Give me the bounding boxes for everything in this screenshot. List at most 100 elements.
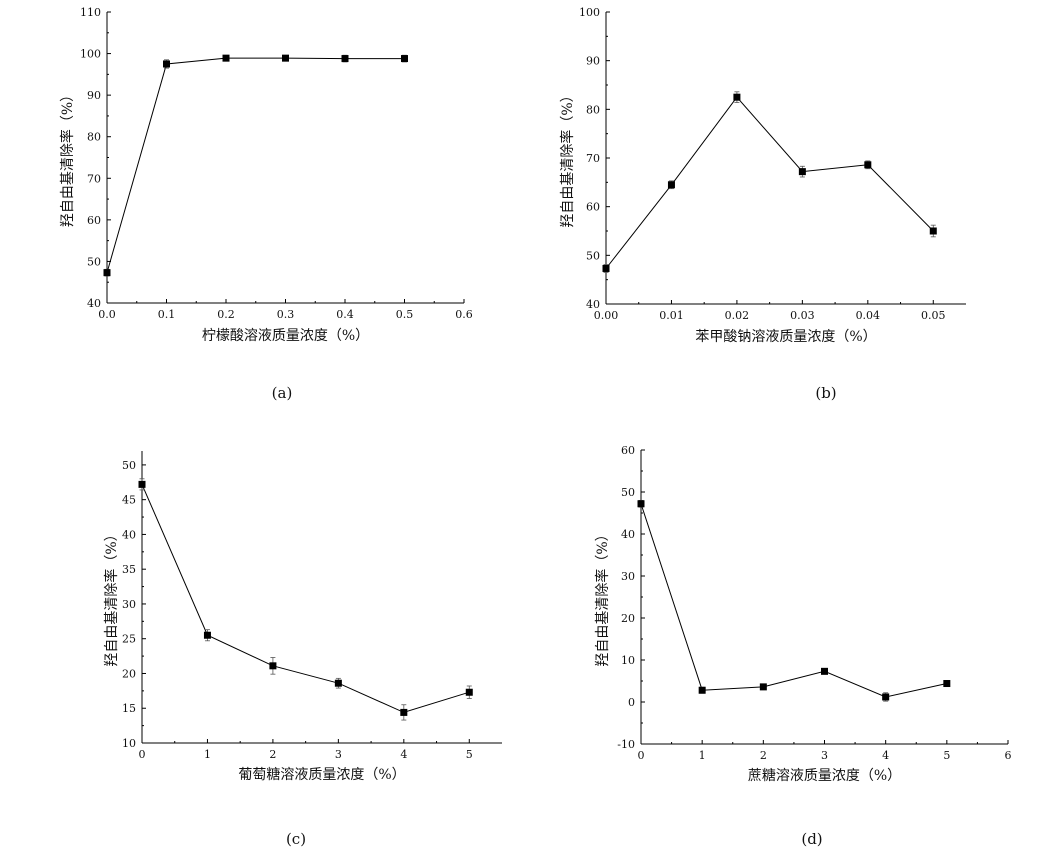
x-tick-label: 2 bbox=[269, 748, 276, 761]
y-tick-label: 100 bbox=[579, 6, 600, 19]
y-tick-label: 35 bbox=[122, 563, 136, 576]
data-point bbox=[203, 631, 211, 639]
data-point bbox=[864, 161, 872, 169]
y-tick-label: 60 bbox=[586, 201, 600, 214]
panel-label: (d) bbox=[801, 830, 822, 848]
data-point bbox=[334, 679, 342, 687]
data-point bbox=[465, 688, 473, 696]
x-tick-label: 0.05 bbox=[921, 309, 946, 322]
y-tick-label: 60 bbox=[87, 214, 101, 227]
series-line bbox=[640, 503, 947, 698]
y-tick-label: 70 bbox=[87, 172, 101, 185]
x-tick-label: 5 bbox=[466, 748, 473, 761]
data-point bbox=[602, 264, 610, 272]
y-tick-label: 80 bbox=[87, 131, 101, 144]
y-axis-label: 羟自由基清除率（%） bbox=[559, 88, 576, 227]
y-tick-label: 80 bbox=[586, 103, 600, 116]
y-tick-label: 50 bbox=[87, 255, 101, 268]
data-point bbox=[821, 667, 828, 675]
x-tick-label: 3 bbox=[821, 749, 828, 762]
x-tick-label: 0.04 bbox=[856, 309, 881, 322]
y-tick-label: 30 bbox=[621, 570, 635, 583]
series-line bbox=[106, 57, 405, 273]
data-point bbox=[222, 54, 230, 62]
y-tick-label: 110 bbox=[80, 6, 101, 19]
y-tick-label: 90 bbox=[586, 55, 600, 68]
y-tick-label: 0 bbox=[628, 696, 635, 709]
x-tick-label: 1 bbox=[699, 749, 706, 762]
x-axis-label: 柠檬酸溶液质量浓度（%） bbox=[202, 328, 369, 344]
y-tick-label: 40 bbox=[621, 528, 635, 541]
x-tick-label: 1 bbox=[204, 748, 211, 761]
y-tick-label: 10 bbox=[621, 654, 635, 667]
x-tick-label: 0.6 bbox=[455, 308, 473, 321]
series-line bbox=[141, 484, 470, 713]
data-point bbox=[733, 93, 741, 101]
y-tick-label: 40 bbox=[87, 297, 101, 310]
x-tick-label: 2 bbox=[760, 749, 767, 762]
x-axis-label: 蔗糖溶液质量浓度（%） bbox=[748, 768, 901, 784]
y-tick-label: 20 bbox=[621, 612, 635, 625]
panel-label: (a) bbox=[272, 384, 293, 402]
data-point bbox=[759, 683, 767, 691]
x-axis-label: 苯甲酸钠溶液质量浓度（%） bbox=[695, 328, 876, 345]
y-tick-label: -10 bbox=[617, 738, 635, 751]
panel-label: (c) bbox=[286, 830, 306, 848]
data-point bbox=[882, 693, 890, 701]
x-tick-label: 5 bbox=[943, 749, 950, 762]
panel-label: (b) bbox=[815, 384, 836, 402]
x-tick-label: 4 bbox=[882, 749, 889, 762]
x-tick-label: 0.01 bbox=[659, 309, 684, 322]
y-tick-label: 40 bbox=[122, 528, 136, 541]
x-tick-label: 4 bbox=[400, 748, 407, 761]
data-point bbox=[637, 500, 645, 508]
y-axis-label: 羟自由基清除率（%） bbox=[59, 88, 76, 227]
x-tick-label: 0.0 bbox=[98, 308, 116, 321]
y-axis-label: 羟自由基清除率（%） bbox=[103, 527, 120, 666]
y-tick-label: 40 bbox=[586, 298, 600, 311]
chart-panel-a: 40 50 60 70 80 90 100 110 0.0 0.1 0.2 0.3 0.4 0.5 0.6 柠… bbox=[59, 6, 473, 402]
x-tick-label: 0.02 bbox=[725, 309, 750, 322]
y-tick-label: 30 bbox=[122, 598, 136, 611]
x-tick-label: 0 bbox=[139, 748, 146, 761]
y-tick-label: 60 bbox=[621, 444, 635, 457]
x-tick-label: 0.1 bbox=[158, 308, 176, 321]
y-tick-label: 45 bbox=[122, 494, 136, 507]
data-point bbox=[138, 480, 146, 488]
y-tick-label: 50 bbox=[122, 459, 136, 472]
x-tick-label: 3 bbox=[335, 748, 342, 761]
x-tick-label: 0.5 bbox=[396, 308, 414, 321]
data-point bbox=[667, 181, 675, 189]
data-point bbox=[341, 55, 349, 63]
data-point bbox=[943, 680, 951, 688]
x-tick-label: 0.00 bbox=[594, 309, 619, 322]
y-axis-label: 羟自由基清除率（%） bbox=[594, 527, 611, 666]
data-point bbox=[401, 55, 408, 63]
y-tick-label: 90 bbox=[87, 89, 101, 102]
data-point bbox=[798, 168, 806, 176]
series-line bbox=[605, 96, 934, 269]
data-point bbox=[163, 60, 170, 68]
y-tick-label: 100 bbox=[80, 48, 101, 61]
x-tick-label: 0.03 bbox=[790, 309, 815, 322]
data-point bbox=[269, 662, 277, 670]
x-tick-label: 0.2 bbox=[217, 308, 235, 321]
y-tick-label: 50 bbox=[586, 249, 600, 262]
y-tick-label: 10 bbox=[122, 737, 136, 750]
x-tick-label: 0.4 bbox=[336, 308, 354, 321]
data-point bbox=[698, 686, 706, 694]
y-tick-label: 20 bbox=[122, 667, 136, 680]
chart-panel-b: 40 50 60 70 80 90 100 0.00 0.01 0.02 0.03 0.04 0.05 苯… bbox=[559, 6, 966, 402]
y-tick-label: 50 bbox=[621, 486, 635, 499]
x-tick-label: 0.3 bbox=[277, 308, 295, 321]
data-point bbox=[400, 708, 408, 716]
x-tick-label: 6 bbox=[1005, 749, 1012, 762]
data-point bbox=[103, 269, 111, 277]
data-point bbox=[929, 227, 937, 235]
y-tick-label: 15 bbox=[122, 702, 136, 715]
x-tick-label: 0 bbox=[638, 749, 645, 762]
y-tick-label: 25 bbox=[122, 633, 136, 646]
